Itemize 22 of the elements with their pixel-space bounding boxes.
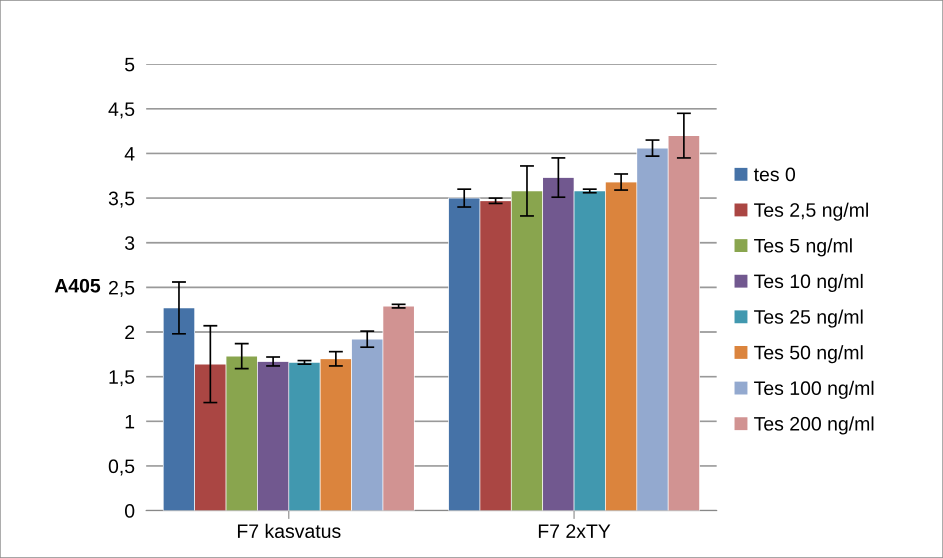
x-tick-label: F7 2xTY [538,524,610,538]
legend-label: Tes 2,5 ng/ml [754,202,868,221]
y-tick-label: 2 [125,325,134,340]
y-tick-label: 3 [124,236,134,250]
legend-label: tes 0 [754,168,796,182]
y-tick-label: 3,5 [108,192,134,208]
y-tick-label: 4 [124,147,134,160]
legend-label: Tes 10 ng/ml [754,274,863,292]
legend-label: Tes 50 ng/ml [754,345,863,364]
legend-label: Tes 200 ng/ml [754,416,874,435]
y-axis-title: A405 [54,278,100,293]
y-tick-label: 5 [125,58,134,72]
x-tick-label: F7 kasvatus [238,524,341,538]
y-tick-label: 1,5 [110,370,134,386]
y-tick-label: 1 [126,414,134,428]
y-tick-label: 4,5 [108,102,134,118]
y-tick-label: 0,5 [108,459,134,476]
y-tick-label: 2,5 [109,280,134,297]
y-tick-label: 0 [125,504,134,518]
legend-label: Tes 100 ng/ml [754,380,874,399]
legend-label: Tes 25 ng/ml [754,310,863,328]
legend-label: Tes 5 ng/ml [754,238,852,256]
